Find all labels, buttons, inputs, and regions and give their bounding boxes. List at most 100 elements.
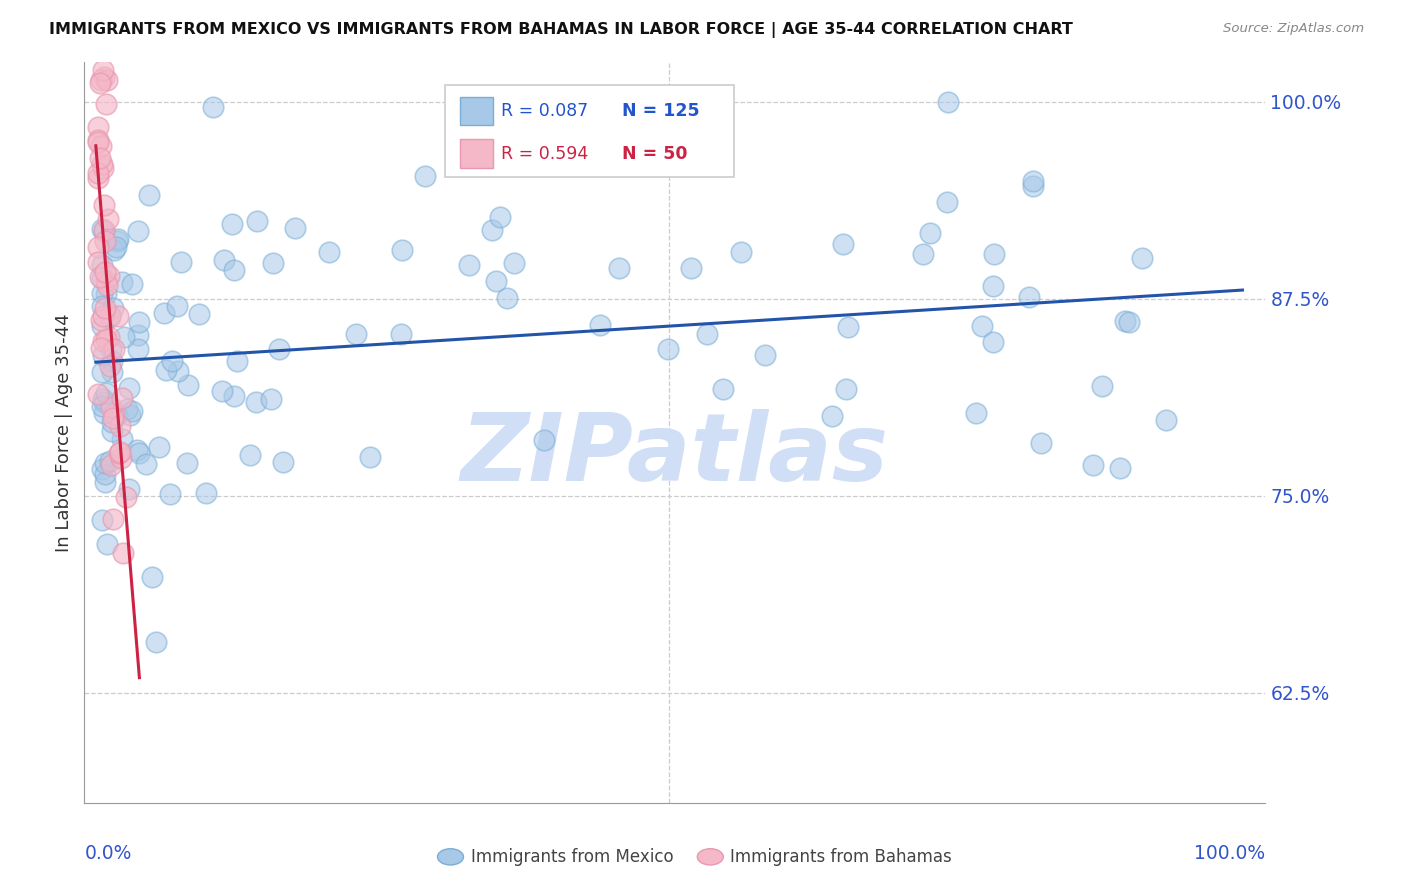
Point <box>127 342 149 356</box>
Point <box>170 254 193 268</box>
Point <box>936 194 959 209</box>
Point <box>110 450 132 465</box>
Point <box>141 570 163 584</box>
Point <box>226 353 249 368</box>
Point <box>821 409 844 424</box>
Point <box>696 326 718 341</box>
Point <box>94 301 117 315</box>
Point <box>87 133 110 147</box>
Point <box>222 389 245 403</box>
Text: N = 125: N = 125 <box>621 103 699 120</box>
Point <box>90 341 112 355</box>
Point <box>166 364 188 378</box>
Point <box>87 240 110 254</box>
Point <box>273 455 295 469</box>
Point <box>98 310 121 325</box>
Point <box>90 313 112 327</box>
Point <box>97 212 120 227</box>
Point <box>981 335 1004 350</box>
Point <box>835 382 858 396</box>
Point <box>94 467 117 481</box>
Point <box>488 210 510 224</box>
Point <box>87 387 110 401</box>
Point <box>94 386 117 401</box>
Point <box>318 245 340 260</box>
Point <box>91 157 114 171</box>
Point <box>96 278 118 293</box>
Point <box>970 318 993 333</box>
Point <box>111 275 134 289</box>
Point <box>101 416 124 430</box>
Point <box>391 243 413 257</box>
Point <box>262 256 284 270</box>
Point <box>730 245 752 260</box>
Point <box>125 443 148 458</box>
Point <box>589 318 612 332</box>
Text: Immigrants from Bahamas: Immigrants from Bahamas <box>730 848 952 866</box>
Point <box>100 342 122 356</box>
Text: Source: ZipAtlas.com: Source: ZipAtlas.com <box>1223 22 1364 36</box>
Point <box>711 382 734 396</box>
Text: ZIPatlas: ZIPatlas <box>461 409 889 500</box>
Point <box>87 171 110 186</box>
Point <box>101 512 124 526</box>
Point <box>87 255 110 269</box>
Point <box>127 224 149 238</box>
Point <box>135 457 157 471</box>
Circle shape <box>697 848 723 865</box>
Point <box>1083 458 1105 472</box>
Point <box>94 234 117 248</box>
Point <box>1130 251 1153 265</box>
Point <box>391 327 413 342</box>
Point <box>93 224 115 238</box>
Point <box>457 259 479 273</box>
Point <box>194 485 217 500</box>
Point <box>91 347 114 361</box>
Point <box>94 265 117 279</box>
Point <box>105 408 128 422</box>
Point <box>502 256 524 270</box>
Point <box>138 188 160 202</box>
Point <box>145 634 167 648</box>
FancyBboxPatch shape <box>444 85 734 178</box>
Point <box>912 247 935 261</box>
Point <box>93 198 115 212</box>
Point <box>94 97 117 112</box>
Point <box>148 440 170 454</box>
Point <box>90 221 112 235</box>
Point <box>93 395 115 409</box>
Point <box>103 342 125 356</box>
Point <box>103 243 125 257</box>
Point <box>936 95 959 109</box>
Point <box>166 299 188 313</box>
Point <box>100 359 122 373</box>
Point <box>94 475 117 490</box>
Point <box>269 342 291 356</box>
Point <box>239 449 262 463</box>
Point <box>112 546 135 560</box>
Point <box>89 76 111 90</box>
Text: R = 0.087: R = 0.087 <box>502 103 589 120</box>
Point <box>98 454 121 468</box>
Point <box>121 277 143 292</box>
Y-axis label: In Labor Force | Age 35-44: In Labor Force | Age 35-44 <box>55 313 73 552</box>
Point <box>94 456 117 470</box>
Text: Immigrants from Mexico: Immigrants from Mexico <box>471 848 673 866</box>
Point <box>110 419 132 434</box>
Point <box>87 166 110 180</box>
Point <box>93 406 115 420</box>
Point <box>245 214 267 228</box>
Point <box>1018 290 1040 304</box>
Point <box>188 307 211 321</box>
Point <box>87 136 110 150</box>
Text: N = 50: N = 50 <box>621 145 688 162</box>
Point <box>100 400 122 414</box>
Point <box>90 365 112 379</box>
Point <box>112 329 135 343</box>
Point <box>101 301 124 316</box>
Point <box>91 392 114 406</box>
Point <box>100 365 122 379</box>
Point <box>100 458 122 472</box>
Point <box>90 513 112 527</box>
Point <box>91 63 114 78</box>
